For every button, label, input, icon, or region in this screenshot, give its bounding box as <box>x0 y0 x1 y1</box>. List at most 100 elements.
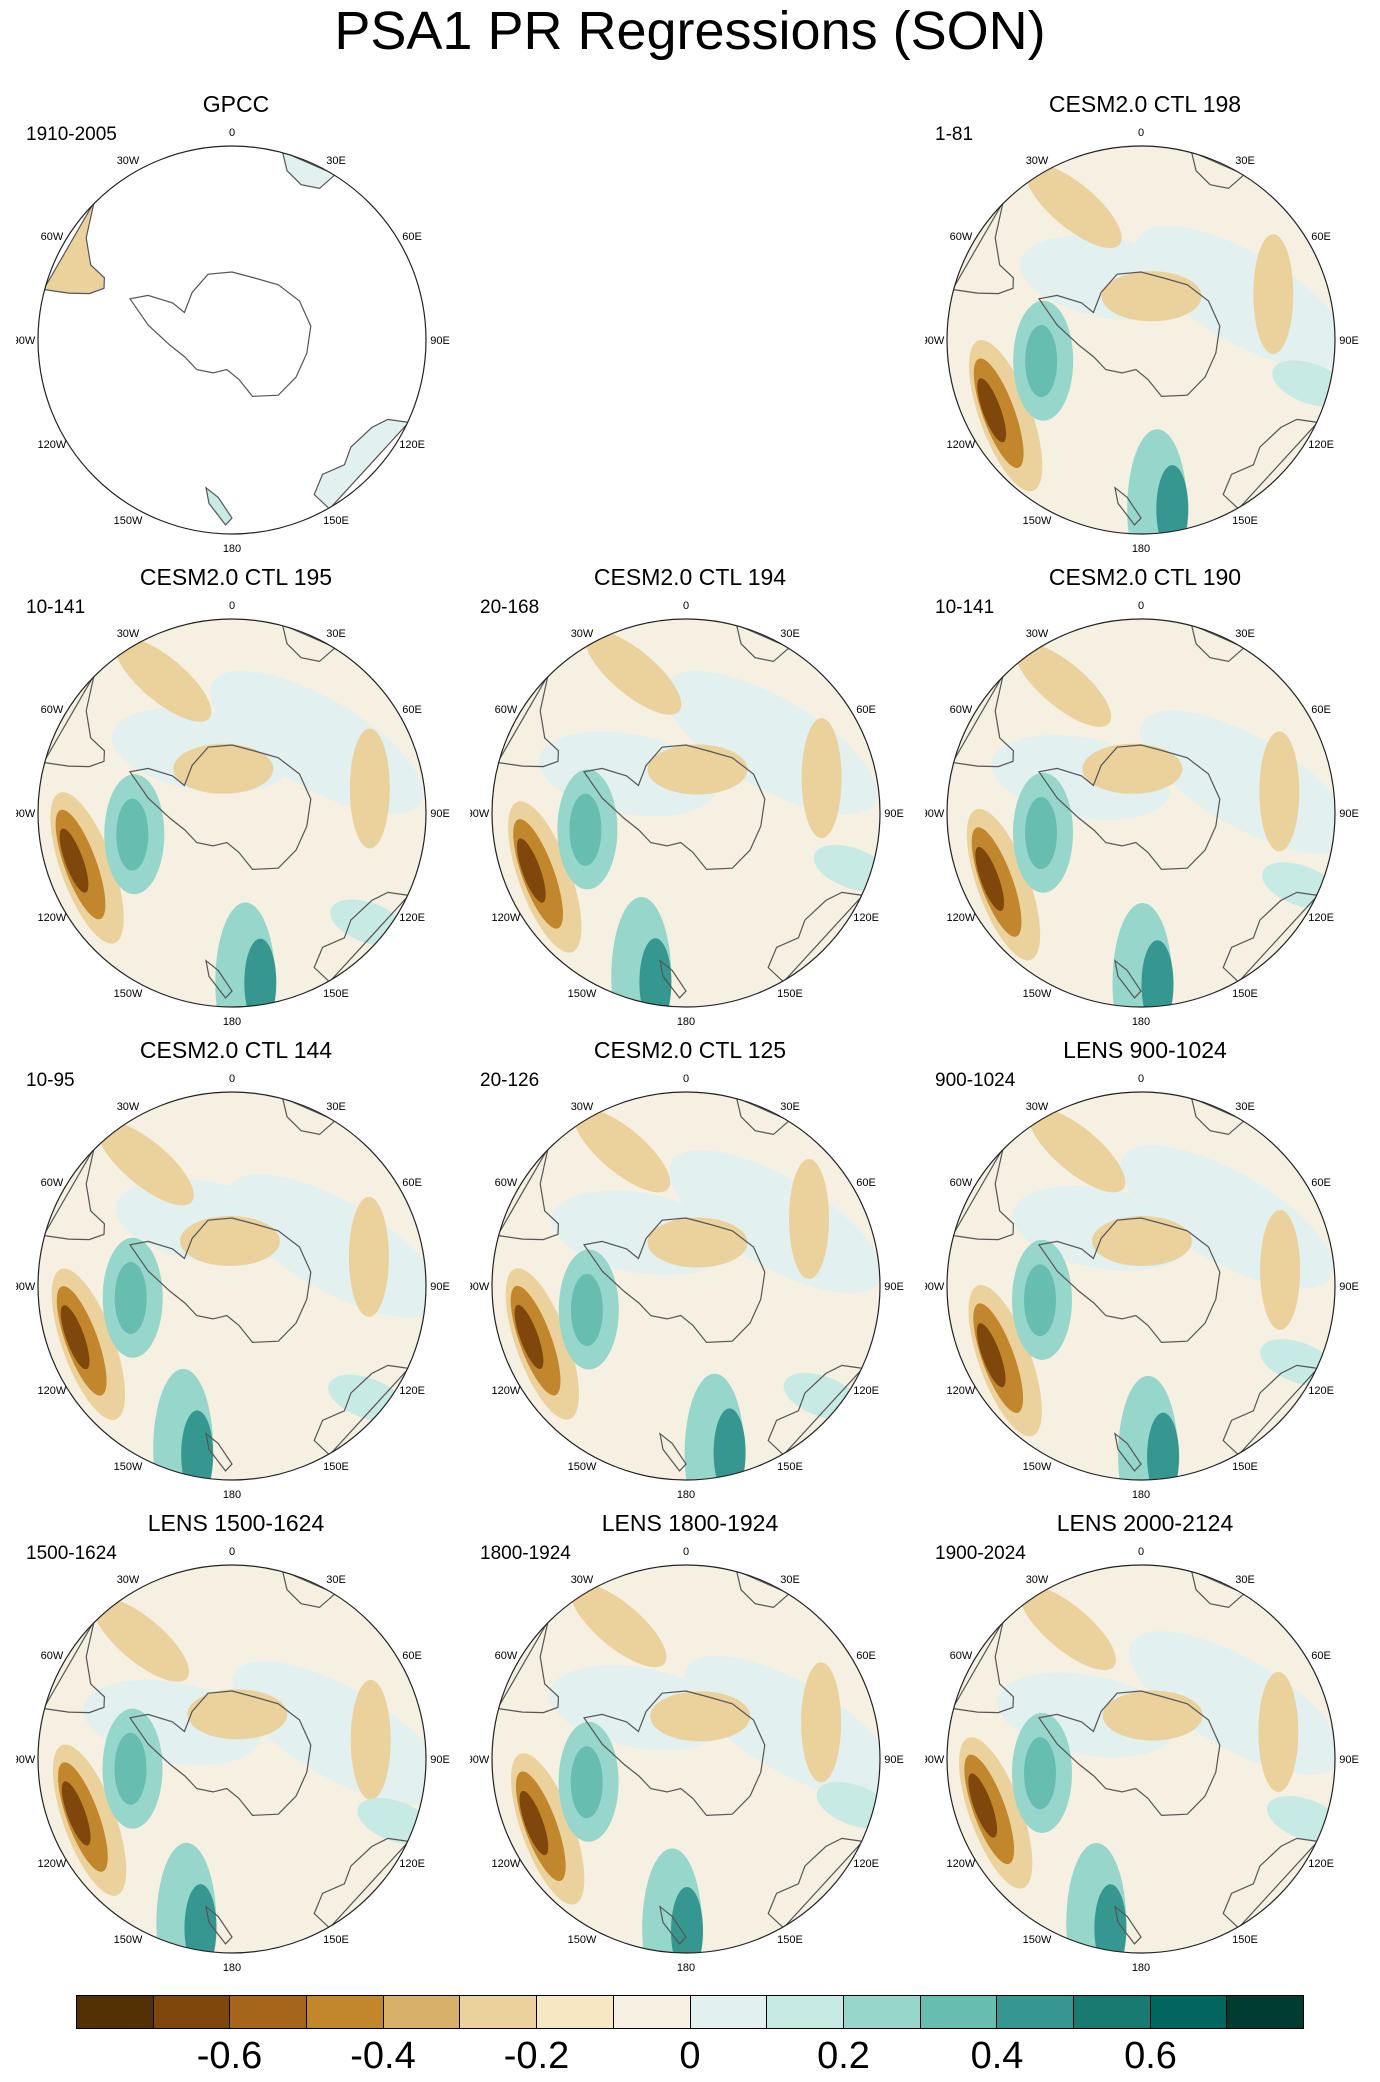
anomaly-contour <box>1025 163 1122 249</box>
map-field <box>947 619 1335 1007</box>
longitude-label: 30W <box>1026 155 1049 167</box>
map-panel-ctl-144: 0 30E 60E 90E 120E 150E 180 150W 120W 90W 60W 30W C… <box>16 1036 456 1506</box>
longitude-label: 60W <box>41 1650 64 1662</box>
longitude-label: 180 <box>677 1016 695 1028</box>
coastline-south-america <box>42 201 106 295</box>
map-panel-ctl-198: 0 30E 60E 90E 120E 150E 180 150W 120W 90W 60W 30W C… <box>925 90 1365 560</box>
anomaly-contour <box>228 1174 426 1318</box>
panel-period: 20-126 <box>480 1070 540 1091</box>
map-panel-gpcc: 0 30E 60E 90E 120E 150E 180 150W 120W 90W 60W 30W G… <box>16 90 456 560</box>
longitude-label: 150W <box>114 1934 143 1946</box>
coastline-australia <box>313 891 410 983</box>
coastline-south-america <box>42 1620 106 1714</box>
panel-title: LENS 1500-1624 <box>147 1510 325 1536</box>
longitude-label: 90E <box>1339 1281 1359 1293</box>
longitude-label: 150W <box>568 1461 597 1473</box>
colorbar-swatch <box>153 1996 231 2028</box>
longitude-label: 30W <box>571 1574 594 1586</box>
coastline-south-america <box>496 1620 560 1714</box>
coastline-australia <box>1222 891 1319 983</box>
coastline-australia <box>313 1364 410 1456</box>
anomaly-contour <box>668 1150 880 1294</box>
colorbar-tick-label: 0 <box>679 2035 701 2077</box>
colorbar-swatch <box>1227 1996 1303 2028</box>
longitude-label: 60E <box>856 1650 876 1662</box>
longitude-label: 90E <box>884 808 904 820</box>
coastline-antarctica <box>128 1217 312 1344</box>
longitude-label: 90E <box>430 1754 450 1766</box>
longitude-label: 120E <box>399 1858 425 1870</box>
longitude-label: 60W <box>495 1177 518 1189</box>
coastline-new-zealand <box>659 959 687 999</box>
colorbar-swatch <box>77 1996 154 2028</box>
longitude-label: 90W <box>470 808 490 820</box>
map-boundary <box>37 618 427 1008</box>
map-field <box>38 146 426 534</box>
longitude-label: 60E <box>856 704 876 716</box>
map-panel-ctl-194: 0 30E 60E 90E 120E 150E 180 150W 120W 90W 60W 30W C… <box>470 563 910 1033</box>
anomaly-contour <box>232 1661 426 1805</box>
map-boundary <box>946 145 1336 535</box>
longitude-label: 150W <box>114 988 143 1000</box>
longitude-label: 0 <box>683 1073 689 1085</box>
map-panel-lens-900: 0 30E 60E 90E 120E 150E 180 150W 120W 90W 60W 30W L… <box>925 1036 1365 1506</box>
longitude-label: 120W <box>492 1385 521 1397</box>
polar-map: 0 30E 60E 90E 120E 150E 180 150W 120W 90W 60W 30W <box>16 1546 450 1974</box>
longitude-label: 90W <box>16 1281 36 1293</box>
longitude-label: 60W <box>41 1177 64 1189</box>
longitude-label: 180 <box>677 1962 695 1974</box>
colorbar-tick-label: -0.6 <box>196 2035 263 2077</box>
anomaly-contour <box>350 1679 391 1800</box>
anomaly-contour <box>1253 234 1294 355</box>
polar-map: 0 30E 60E 90E 120E 150E 180 150W 120W 90W 60W 30W <box>16 600 450 1028</box>
coastline-australia <box>313 1837 410 1929</box>
anomaly-contour <box>789 1159 829 1279</box>
anomaly-contour <box>647 744 748 795</box>
colorbar-tick-label: -0.4 <box>350 2035 416 2077</box>
anomaly-contour <box>180 1216 280 1266</box>
longitude-label: 30W <box>571 628 594 640</box>
longitude-label: 60W <box>950 231 973 243</box>
coastline-australia <box>767 1837 864 1929</box>
anomaly-contour <box>1092 1216 1192 1266</box>
colorbar-ticks: -0.6 -0.4 -0.2 0 0.2 0.4 0.6 <box>76 2034 1304 2080</box>
coastline-australia <box>1222 418 1319 510</box>
longitude-label: 60E <box>402 1650 422 1662</box>
anomaly-contour <box>569 793 602 866</box>
anomaly-contour <box>1029 1108 1126 1193</box>
map-field <box>492 1565 880 1953</box>
map-boundary <box>37 1564 427 1954</box>
longitude-label: 120W <box>947 1385 976 1397</box>
longitude-label: 60E <box>1311 704 1331 716</box>
map-panel-ctl-190: 0 30E 60E 90E 120E 150E 180 150W 120W 90W 60W 30W C… <box>925 563 1365 1033</box>
colorbar-swatch <box>1073 1996 1151 2028</box>
coastline-south-america <box>42 674 106 768</box>
colorbar-swatch <box>767 1996 844 2028</box>
anomaly-contour <box>713 1408 746 1480</box>
coastline-south-america <box>496 1147 560 1241</box>
colorbar-swatch <box>920 1996 998 2028</box>
longitude-label: 60W <box>495 704 518 716</box>
longitude-label: 180 <box>223 543 241 555</box>
anomaly-contour <box>1024 1264 1056 1337</box>
coastline-south-america <box>42 1147 106 1241</box>
longitude-label: 150W <box>114 1461 143 1473</box>
longitude-label: 60E <box>856 1177 876 1189</box>
map-field <box>947 146 1335 534</box>
coastline-south-america <box>951 1147 1015 1241</box>
anomaly-contour <box>184 1884 217 1953</box>
coastline-australia <box>767 1364 864 1456</box>
map-field <box>492 619 880 1007</box>
map-panel-lens-2000: 0 30E 60E 90E 120E 150E 180 150W 120W 90W 60W 30W L… <box>925 1509 1365 1979</box>
anomaly-contour <box>59 828 89 893</box>
anomaly-contour <box>1258 1671 1299 1792</box>
map-panel-ctl-195: 0 30E 60E 90E 120E 150E 180 150W 120W 90W 60W 30W C… <box>16 563 456 1033</box>
anomaly-contour <box>348 1196 389 1317</box>
panel-period: 10-95 <box>26 1070 75 1091</box>
anomaly-contour <box>173 743 274 794</box>
coastline-antarctica <box>1037 1217 1221 1344</box>
coastline-south-america <box>951 674 1015 768</box>
longitude-label: 150E <box>1232 988 1258 1000</box>
longitude-label: 30W <box>117 1101 140 1113</box>
longitude-label: 150E <box>1232 515 1258 527</box>
